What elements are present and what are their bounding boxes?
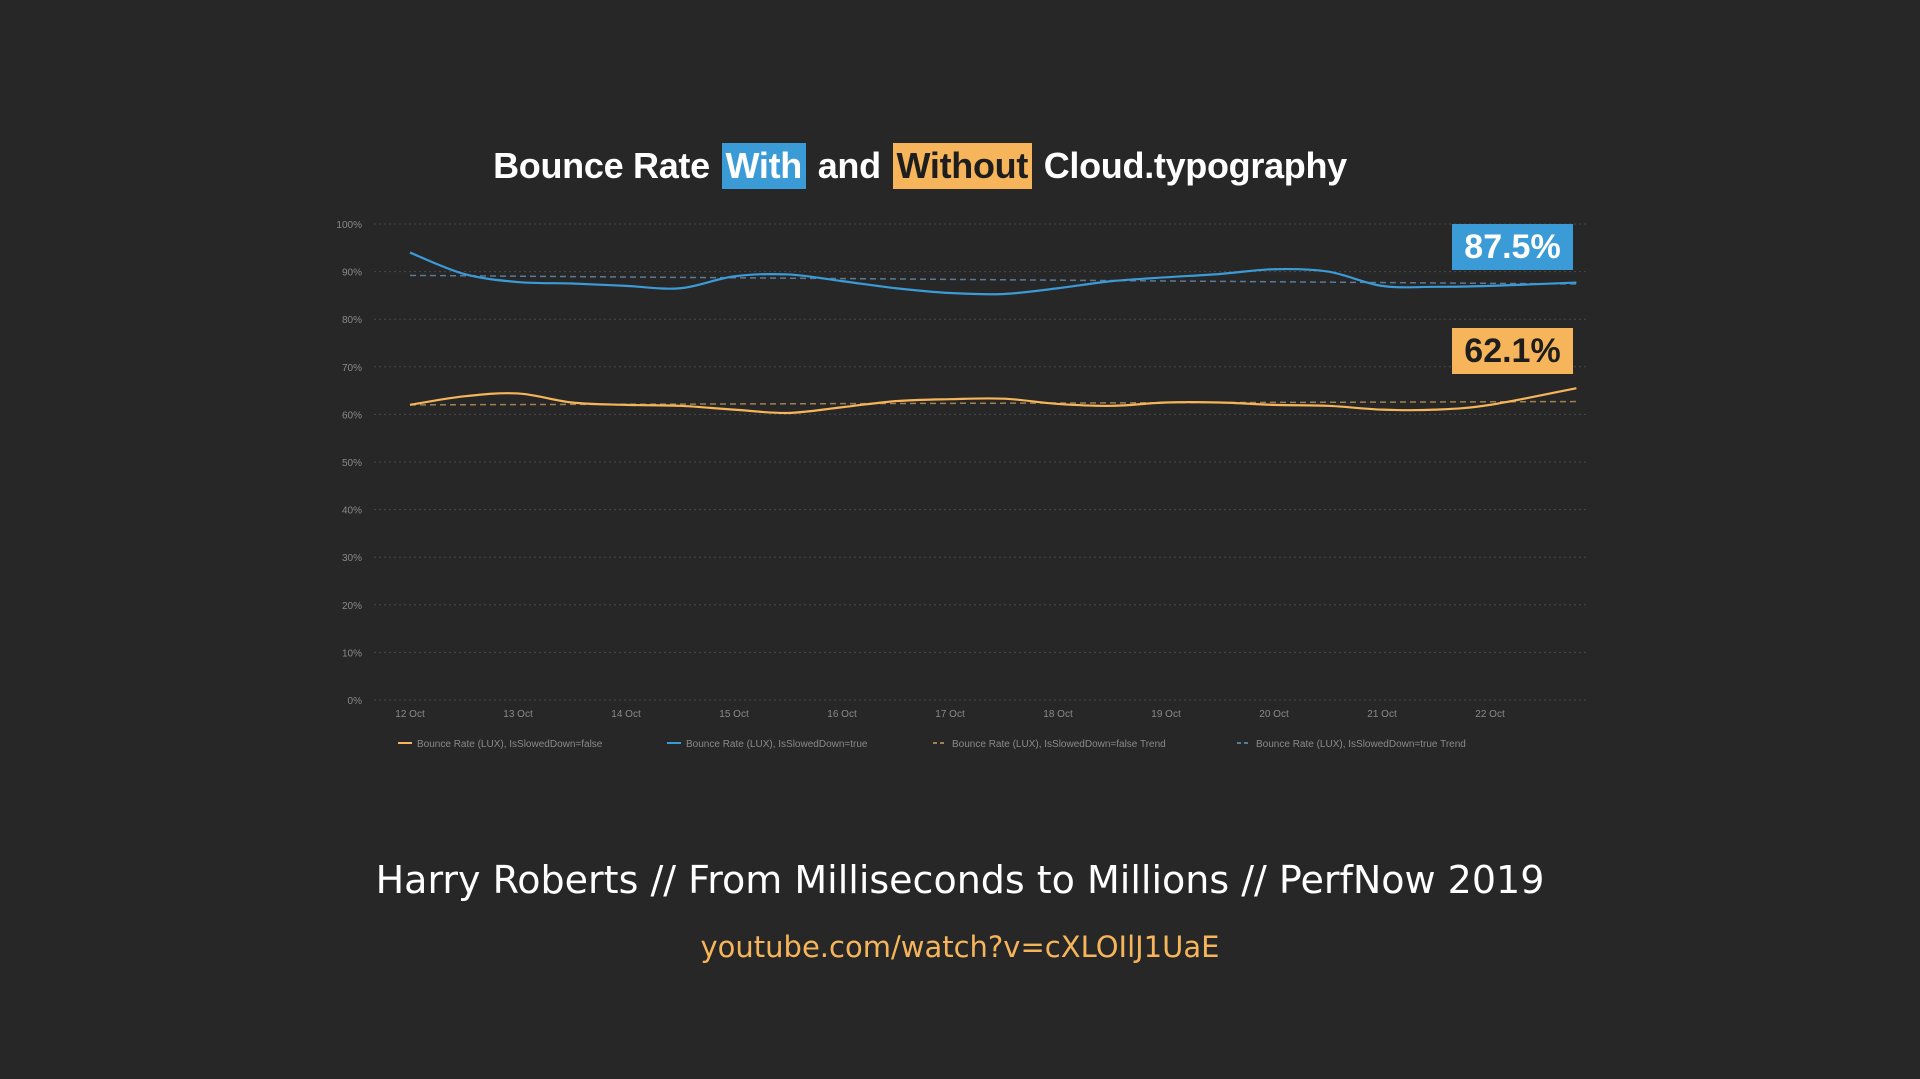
legend-label: Bounce Rate (LUX), IsSlowedDown=true: [686, 739, 868, 750]
value-badge-label: 87.5%: [1464, 228, 1560, 266]
y-tick-label: 90%: [342, 268, 362, 279]
bounce-rate-chart: 0% 10% 20% 30% 40% 50% 60% 70% 80% 90% 100% 12 Oct…: [336, 220, 1588, 750]
x-tick-label: 20 Oct: [1259, 709, 1289, 720]
chart-title: Bounce Rate With and Without Cloud.typog…: [0, 143, 1840, 189]
legend-label: Bounce Rate (LUX), IsSlowedDown=false: [417, 739, 603, 750]
series-line-1: [409, 387, 1577, 415]
y-tick-label: 30%: [342, 553, 362, 564]
y-tick-label: 50%: [342, 458, 362, 469]
series-line-2: [409, 251, 1577, 296]
x-tick-label: 16 Oct: [827, 709, 857, 720]
x-tick-label: 22 Oct: [1475, 709, 1505, 720]
title-highlight-without: Without: [892, 143, 1033, 189]
x-tick-label: 13 Oct: [503, 709, 533, 720]
x-tick-label: 12 Oct: [395, 709, 425, 720]
y-tick-label: 60%: [342, 410, 362, 421]
y-tick-label: 20%: [342, 601, 362, 612]
grid-layer: 0% 10% 20% 30% 40% 50% 60% 70% 80% 90% 100%: [336, 220, 1588, 707]
legend: Bounce Rate (LUX), IsSlowedDown=false Bou…: [398, 739, 1466, 750]
x-axis: 12 Oct 13 Oct 14 Oct 15 Oct 16 Oct 17 Oct 18 O…: [395, 709, 1505, 720]
y-tick-label: 10%: [342, 648, 362, 659]
legend-label: Bounce Rate (LUX), IsSlowedDown=false Tr…: [952, 739, 1166, 750]
y-tick-label: 80%: [342, 315, 362, 326]
talk-credit: Harry Roberts // From Milliseconds to Mi…: [375, 858, 1545, 902]
x-tick-label: 17 Oct: [935, 709, 965, 720]
y-tick-label: 100%: [336, 220, 362, 231]
value-badge: [1452, 328, 1573, 374]
annotations: 87.5% 62.1%: [1452, 224, 1573, 374]
y-tick-label: 40%: [342, 506, 362, 517]
value-badge-label: 62.1%: [1464, 332, 1560, 370]
y-tick-label: 70%: [342, 363, 362, 374]
trend-line-2: [409, 274, 1577, 285]
x-tick-label: 14 Oct: [611, 709, 641, 720]
x-tick-label: 19 Oct: [1151, 709, 1181, 720]
title-part-1: Bounce Rate: [493, 145, 710, 186]
y-tick-label: 0%: [348, 696, 363, 707]
title-highlight-with: With: [721, 143, 806, 189]
value-badge: [1452, 224, 1573, 270]
title-part-5: Cloud.typography: [1043, 145, 1347, 186]
x-tick-label: 18 Oct: [1043, 709, 1073, 720]
legend-label: Bounce Rate (LUX), IsSlowedDown=true Tre…: [1256, 739, 1466, 750]
x-tick-label: 21 Oct: [1367, 709, 1397, 720]
series-layer: [409, 251, 1577, 415]
x-tick-label: 15 Oct: [719, 709, 749, 720]
video-link[interactable]: youtube.com/watch?v=cXLOIlJ1UaE: [700, 930, 1220, 964]
title-part-3: and: [817, 145, 881, 186]
